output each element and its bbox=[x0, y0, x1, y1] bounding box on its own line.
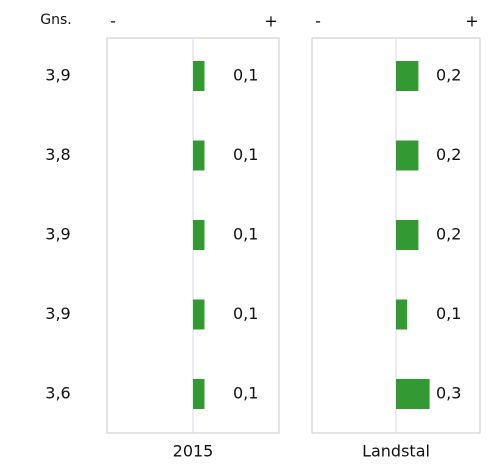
value-label: 0,1 bbox=[233, 384, 258, 403]
bar bbox=[396, 299, 408, 330]
value-label: 0,1 bbox=[436, 304, 461, 323]
x-axis-label: 2015 bbox=[173, 442, 214, 461]
row-label: 3,9 bbox=[45, 66, 70, 85]
bar bbox=[193, 140, 205, 171]
value-label: 0,1 bbox=[233, 225, 258, 244]
max-label: + bbox=[465, 12, 478, 31]
min-label: - bbox=[110, 12, 116, 31]
value-label: 0,3 bbox=[436, 384, 461, 403]
value-label: 0,2 bbox=[436, 145, 461, 164]
max-label: + bbox=[264, 12, 277, 31]
bar bbox=[193, 61, 205, 91]
bar bbox=[193, 299, 205, 330]
row-label: 3,8 bbox=[45, 145, 70, 164]
value-label: 0,1 bbox=[233, 66, 258, 85]
x-axis-label: Landstal bbox=[362, 442, 430, 461]
bar bbox=[396, 220, 419, 250]
row-label: 3,6 bbox=[45, 384, 70, 403]
row-label: 3,9 bbox=[45, 304, 70, 323]
row-header: Gns. bbox=[40, 12, 71, 28]
bar bbox=[396, 61, 419, 91]
value-label: 0,2 bbox=[436, 225, 461, 244]
min-label: - bbox=[315, 12, 321, 31]
value-label: 0,1 bbox=[233, 304, 258, 323]
row-label: 3,9 bbox=[45, 225, 70, 244]
bar bbox=[193, 220, 205, 250]
bar bbox=[396, 379, 430, 409]
bar bbox=[396, 140, 419, 171]
value-label: 0,1 bbox=[233, 145, 258, 164]
bar bbox=[193, 379, 205, 409]
value-label: 0,2 bbox=[436, 66, 461, 85]
